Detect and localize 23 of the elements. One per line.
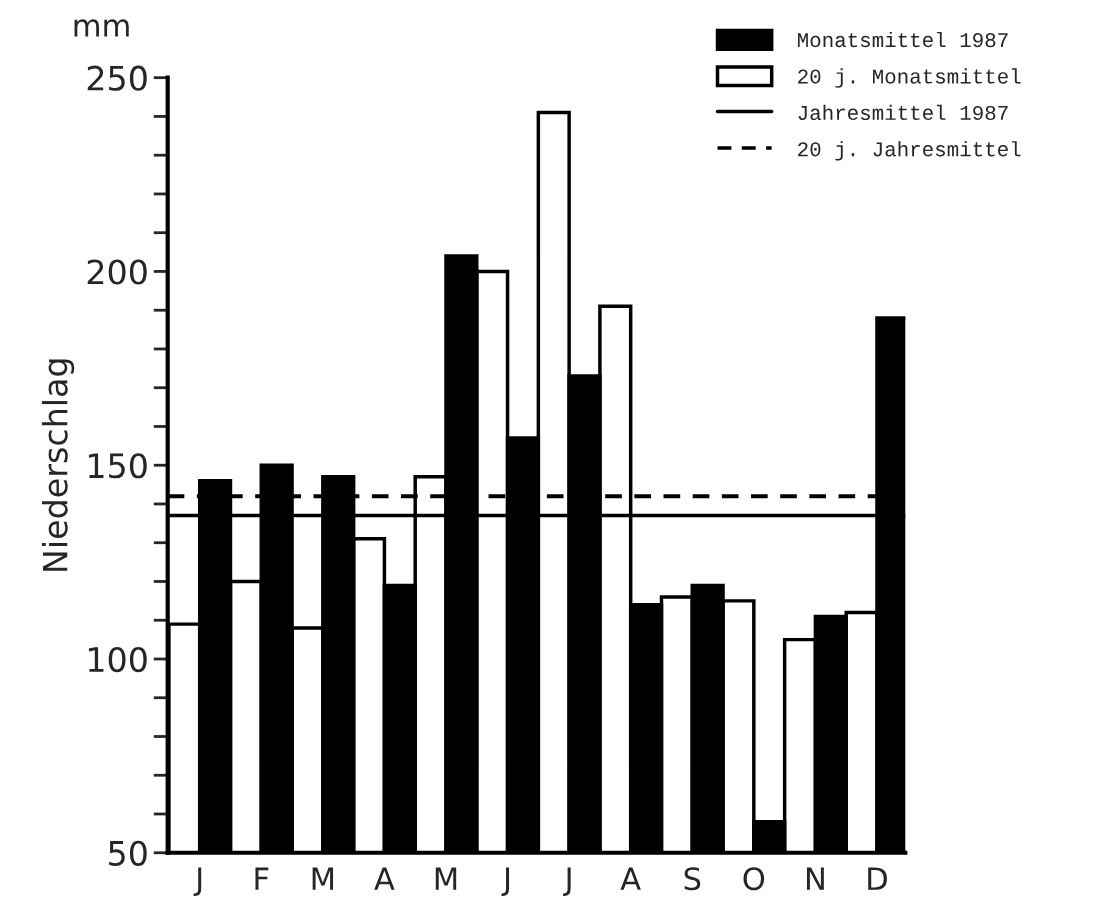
x-tick-label: J <box>563 867 571 896</box>
y-tick-label: 50 <box>109 840 147 866</box>
x-tick-label: S <box>684 867 701 891</box>
x-tick-label: M <box>435 867 457 890</box>
legend-label: 20 j. Monatsmittel <box>798 68 1021 88</box>
x-tick-label: D <box>868 867 887 890</box>
y-tick-label: 100 <box>88 646 147 673</box>
y-tick-label: 250 <box>87 65 147 91</box>
legend-label: 20 j. Jahresmittel <box>798 141 1021 161</box>
x-tick-label: A <box>374 867 395 890</box>
x-tick-label: A <box>620 867 641 890</box>
x-tick-label: J <box>501 867 510 896</box>
text: mm <box>74 19 129 37</box>
x-tick-label: O <box>743 867 765 891</box>
legend-label: Jahresmittel 1987 <box>798 104 1008 121</box>
x-tick-label: M <box>312 867 334 890</box>
y-axis-title: Niederschlag <box>41 359 75 571</box>
x-tick-label: J <box>193 867 202 896</box>
y-tick-label: 150 <box>88 453 147 479</box>
x-tick-label: N <box>806 867 824 890</box>
y-tick-label: 200 <box>87 259 147 285</box>
legend-label: Monatsmittel 1987 <box>797 31 1008 48</box>
x-tick-label: F <box>255 867 269 890</box>
